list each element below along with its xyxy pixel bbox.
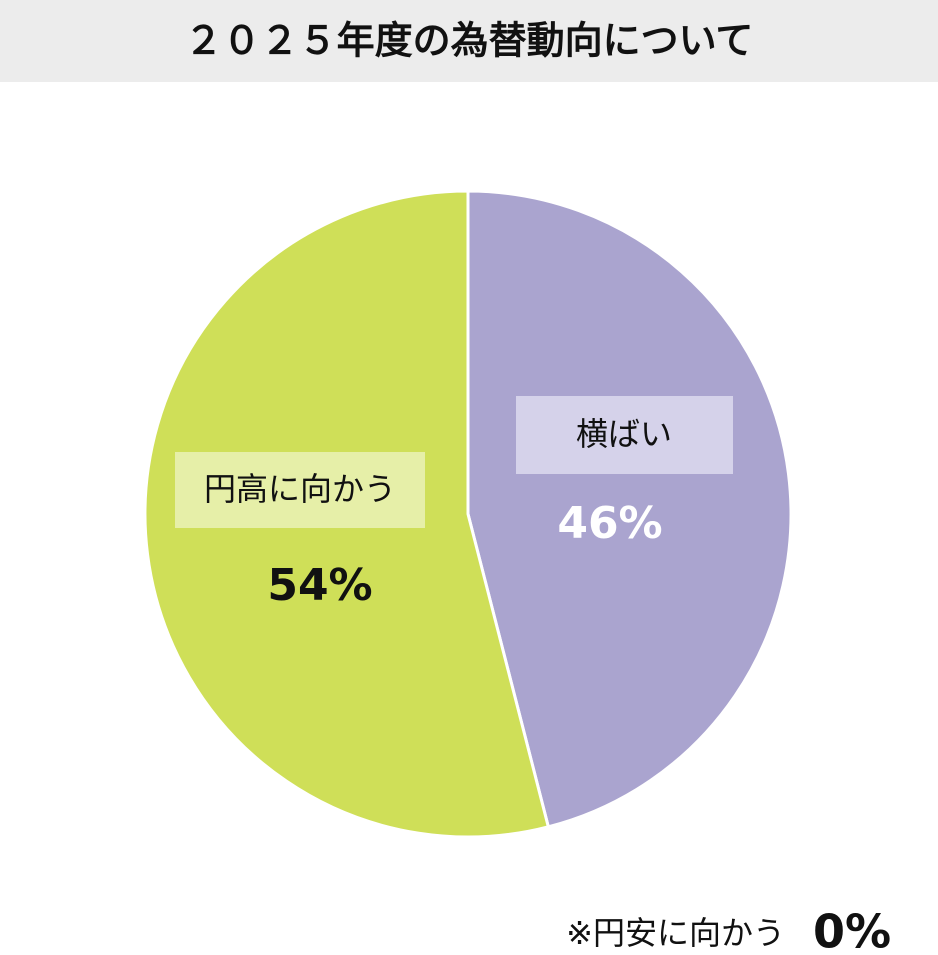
value-label: 54% — [267, 560, 372, 611]
value-label: 46% — [557, 498, 662, 549]
slice-label: 横ばい — [576, 415, 672, 453]
note-label: ※円安に向かう — [566, 914, 785, 952]
label-box — [516, 396, 733, 474]
slice-label: 円高に向かう — [204, 470, 396, 508]
note-value: 0% — [813, 905, 891, 955]
label-box — [175, 452, 425, 528]
pie-slice — [466, 189, 793, 829]
title-bar — [0, 0, 938, 82]
chart-title: ２０２５年度の為替動向について — [185, 19, 754, 63]
